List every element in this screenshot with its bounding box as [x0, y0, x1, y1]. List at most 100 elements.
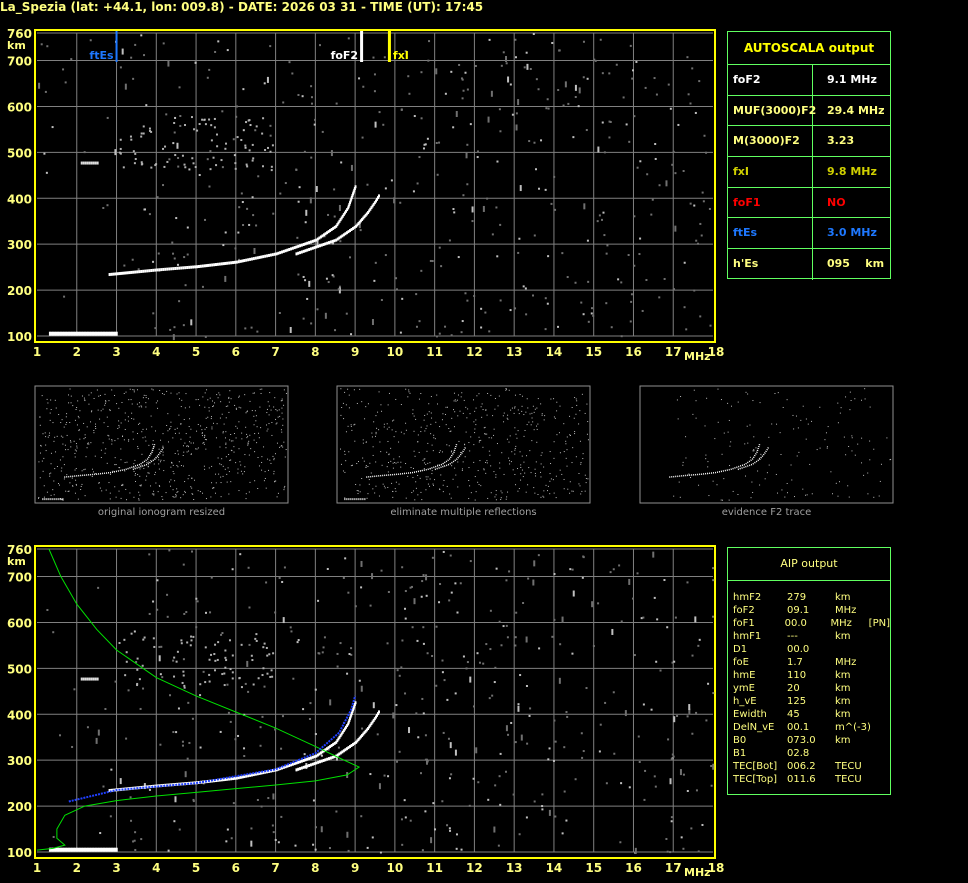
noise-dot	[251, 196, 254, 199]
thumb-dot	[145, 479, 147, 481]
thumb-dot	[128, 439, 130, 441]
thumb-dot	[74, 449, 76, 451]
thumb-dot	[837, 495, 839, 497]
thumb-dot	[387, 462, 389, 464]
thumb-dot	[244, 394, 246, 396]
thumb-dot	[514, 407, 516, 409]
o-trace-dot	[347, 720, 350, 724]
thumb-dot	[98, 395, 100, 397]
thumb-dot	[178, 392, 180, 394]
aip-cell: km	[835, 709, 851, 720]
noise-dot	[679, 769, 682, 776]
noise-dot	[438, 601, 441, 604]
thumb-dot	[370, 472, 372, 474]
thumb-dot	[559, 405, 561, 407]
thumb-dot	[188, 450, 190, 452]
noise-dot	[472, 777, 475, 780]
noise-dot	[171, 241, 174, 244]
o-trace-dot	[340, 732, 343, 736]
o-trace-dot	[279, 251, 282, 255]
thumb-dot	[95, 423, 97, 425]
es-trace-dot	[101, 331, 104, 336]
noise-dot	[461, 97, 464, 100]
thumb-dot	[869, 406, 871, 408]
thumb-dot	[86, 447, 88, 449]
noise-dot	[223, 672, 226, 675]
noise-dot	[710, 765, 713, 768]
thumb-dot	[851, 450, 853, 452]
noise-dot	[148, 788, 151, 791]
noise-dot	[566, 715, 569, 718]
noise-dot	[256, 798, 259, 801]
noise-dot	[225, 659, 228, 662]
thumb-dot	[420, 491, 422, 493]
noise-dot	[164, 145, 167, 148]
thumb-dot	[717, 421, 719, 423]
noise-dot	[460, 331, 463, 334]
thumbnail-2	[639, 385, 894, 504]
thumb-dot	[405, 463, 407, 465]
noise-dot	[172, 142, 175, 145]
thumb-dot	[238, 448, 240, 450]
thumb-dot	[484, 426, 486, 428]
noise-dot	[227, 711, 230, 714]
noise-dot	[99, 832, 102, 835]
thumb-dot	[587, 421, 589, 423]
thumb-dot	[137, 448, 139, 450]
noise-dot	[466, 183, 469, 186]
noise-dot	[688, 708, 691, 715]
thumb-dot	[760, 453, 762, 455]
thumb-dot	[879, 480, 881, 482]
noise-dot	[448, 599, 451, 602]
thumb-dot	[256, 442, 258, 444]
noise-dot	[597, 146, 600, 153]
y-tick-label: 760	[7, 27, 32, 41]
thumb-dot	[207, 416, 209, 418]
noise-dot	[592, 314, 595, 317]
noise-dot	[335, 754, 338, 761]
x-trace-dot	[338, 236, 341, 240]
o-trace-dot	[252, 773, 255, 777]
noise-dot	[514, 307, 517, 310]
thumb-dot	[732, 490, 734, 492]
x-trace-dot	[317, 244, 320, 248]
thumb-dot	[152, 440, 154, 442]
o-trace-dot	[214, 263, 217, 267]
thumb-dot	[521, 469, 523, 471]
thumb-dot	[425, 489, 427, 491]
noise-dot	[699, 315, 702, 318]
o-trace-dot	[233, 776, 236, 780]
noise-dot	[168, 549, 171, 552]
thumb-dot	[203, 441, 205, 443]
thumb-dot	[707, 466, 709, 468]
noise-dot	[448, 827, 451, 830]
thumb-dot	[195, 399, 197, 401]
noise-dot	[252, 157, 255, 160]
noise-dot	[130, 819, 133, 822]
thumb-dot	[544, 415, 546, 417]
thumb-dot	[125, 391, 127, 393]
aip-row: B0 073.0 km	[733, 734, 890, 747]
noise-dot	[404, 590, 407, 593]
noise-dot	[204, 335, 207, 338]
thumb-dot	[509, 463, 511, 465]
thumb-dot	[535, 461, 537, 463]
o-trace-dot	[332, 742, 335, 746]
thumb-dot	[49, 412, 51, 414]
thumb-dot	[395, 431, 397, 433]
thumb-dot	[830, 471, 832, 473]
noise-dot	[217, 641, 220, 644]
thumb-dot	[533, 487, 535, 489]
thumb-dot	[851, 437, 853, 439]
thumb-dot	[46, 491, 48, 493]
thumb-dot	[268, 414, 270, 416]
noise-dot	[358, 679, 361, 682]
thumb-dot	[104, 402, 106, 404]
thumb-dot	[465, 431, 467, 433]
noise-dot	[519, 185, 522, 192]
x-trace-dot	[356, 223, 359, 227]
noise-dot	[435, 68, 438, 75]
noise-dot	[247, 119, 250, 122]
thumb-dot	[54, 399, 56, 401]
noise-dot	[634, 847, 637, 854]
